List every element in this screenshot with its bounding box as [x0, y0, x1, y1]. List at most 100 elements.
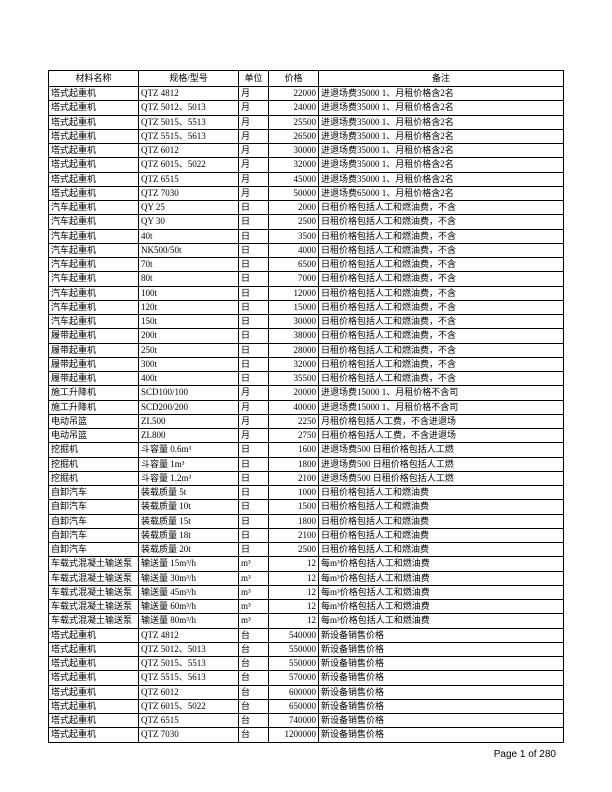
table-cell: 输送量 30m³/h — [139, 571, 239, 585]
table-cell: 30000 — [269, 144, 319, 158]
table-cell: 日租价格包括人工和燃油费，不含 — [319, 229, 564, 243]
table-cell: 550000 — [269, 642, 319, 656]
table-cell: 22000 — [269, 87, 319, 101]
table-cell: 车载式混凝土输送泵 — [49, 571, 139, 585]
table-cell: 日租价格包括人工和燃油费，不含 — [319, 357, 564, 371]
table-cell: 400t — [139, 372, 239, 386]
table-cell: 新设备销售价格 — [319, 699, 564, 713]
table-cell: 日租价格包括人工和燃油费，不含 — [319, 343, 564, 357]
table-cell: SCD200/200 — [139, 400, 239, 414]
table-cell: 日租价格包括人工和燃油费，不含 — [319, 315, 564, 329]
table-cell: 新设备销售价格 — [319, 657, 564, 671]
table-cell: m³ — [239, 600, 269, 614]
table-cell: 台 — [239, 657, 269, 671]
table-cell: 月 — [239, 144, 269, 158]
table-cell: 月 — [239, 101, 269, 115]
table-row: 车载式混凝土输送泵输送量 45m³/hm³12每m³价格包括人工和燃油费 — [49, 585, 564, 599]
table-cell: 12 — [269, 600, 319, 614]
table-cell: 740000 — [269, 714, 319, 728]
table-cell: 履带起重机 — [49, 329, 139, 343]
table-row: 电动吊篮ZL800月2750日租价格包括人工费，不含进退场 — [49, 429, 564, 443]
table-cell: 20000 — [269, 386, 319, 400]
table-cell: 汽车起重机 — [49, 201, 139, 215]
col-header-spec: 规格/型号 — [139, 71, 239, 87]
table-cell: 日租价格包括人工和燃油费 — [319, 543, 564, 557]
table-cell: 进退场费65000 1、月租价格含2名 — [319, 186, 564, 200]
table-cell: 100t — [139, 286, 239, 300]
table-row: 挖掘机斗容量 0.6m³日1600进退场费500 日租价格包括人工燃 — [49, 443, 564, 457]
table-cell: 日租价格包括人工和燃油费，不含 — [319, 272, 564, 286]
table-cell: 装载质量 18t — [139, 528, 239, 542]
table-row: 履带起重机400t日35500日租价格包括人工和燃油费，不含 — [49, 372, 564, 386]
table-cell: 540000 — [269, 628, 319, 642]
table-cell: 12 — [269, 614, 319, 628]
table-cell: 每m³价格包括人工和燃油费 — [319, 557, 564, 571]
table-cell: 12 — [269, 557, 319, 571]
table-cell: 履带起重机 — [49, 357, 139, 371]
table-cell: 进退场费15000 1、月租价格不含司 — [319, 386, 564, 400]
table-cell: 24000 — [269, 101, 319, 115]
table-cell: 施工升降机 — [49, 386, 139, 400]
table-row: 履带起重机300t日32000日租价格包括人工和燃油费，不含 — [49, 357, 564, 371]
table-cell: 2000 — [269, 201, 319, 215]
table-cell: ZL500 — [139, 414, 239, 428]
table-cell: 日 — [239, 514, 269, 528]
table-row: 自卸汽车装载质量 15t日1800日租价格包括人工和燃油费 — [49, 514, 564, 528]
table-cell: 进退场费35000 1、月租价格含2名 — [319, 87, 564, 101]
table-cell: 车载式混凝土输送泵 — [49, 600, 139, 614]
table-cell: 进退场费35000 1、月租价格含2名 — [319, 158, 564, 172]
table-cell: 3500 — [269, 229, 319, 243]
table-cell: 38000 — [269, 329, 319, 343]
table-cell: NK500/50t — [139, 243, 239, 257]
table-cell: 15000 — [269, 300, 319, 314]
table-cell: 150t — [139, 315, 239, 329]
table-cell: 日 — [239, 357, 269, 371]
table-cell: 1000 — [269, 486, 319, 500]
table-cell: 履带起重机 — [49, 372, 139, 386]
table-cell: 600000 — [269, 685, 319, 699]
table-cell: 月 — [239, 172, 269, 186]
table-row: 塔式起重机QTZ 6015、5022月32000进退场费35000 1、月租价格… — [49, 158, 564, 172]
table-row: 车载式混凝土输送泵输送量 15m³/hm³12每m³价格包括人工和燃油费 — [49, 557, 564, 571]
table-cell: 1200000 — [269, 728, 319, 742]
table-cell: 1600 — [269, 443, 319, 457]
table-cell: 塔式起重机 — [49, 685, 139, 699]
table-cell: 月 — [239, 158, 269, 172]
table-cell: 装载质量 5t — [139, 486, 239, 500]
table-cell: QTZ 5015、5513 — [139, 115, 239, 129]
table-row: 塔式起重机QTZ 7030台1200000新设备销售价格 — [49, 728, 564, 742]
page: 材料名称 规格/型号 单位 价格 备注 塔式起重机QTZ 4812月22000进… — [0, 0, 612, 792]
table-cell: 塔式起重机 — [49, 657, 139, 671]
table-cell: 输送量 60m³/h — [139, 600, 239, 614]
table-cell: 每m³价格包括人工和燃油费 — [319, 571, 564, 585]
table-cell: 台 — [239, 685, 269, 699]
table-cell: 塔式起重机 — [49, 186, 139, 200]
table-cell: 塔式起重机 — [49, 699, 139, 713]
table-cell: QTZ 6015、5022 — [139, 699, 239, 713]
table-cell: 输送量 80m³/h — [139, 614, 239, 628]
table-cell: 32000 — [269, 357, 319, 371]
table-row: 自卸汽车装载质量 18t日2100日租价格包括人工和燃油费 — [49, 528, 564, 542]
table-cell: 月 — [239, 429, 269, 443]
table-cell: 车载式混凝土输送泵 — [49, 614, 139, 628]
table-cell: QTZ 4812 — [139, 87, 239, 101]
table-cell: 进退场费500 日租价格包括人工燃 — [319, 443, 564, 457]
table-row: 塔式起重机QTZ 5515、5613月26500进退场费35000 1、月租价格… — [49, 129, 564, 143]
table-cell: 30000 — [269, 315, 319, 329]
table-cell: 日租价格包括人工和燃油费 — [319, 528, 564, 542]
table-cell: 进退场费500 日租价格包括人工燃 — [319, 457, 564, 471]
table-row: 施工升降机SCD100/100月20000进退场费15000 1、月租价格不含司 — [49, 386, 564, 400]
table-cell: 1800 — [269, 514, 319, 528]
table-cell: 日 — [239, 543, 269, 557]
table-cell: 2100 — [269, 471, 319, 485]
table-cell: 日租价格包括人工和燃油费 — [319, 514, 564, 528]
table-cell: 日 — [239, 372, 269, 386]
table-cell: 台 — [239, 728, 269, 742]
table-row: 车载式混凝土输送泵输送量 80m³/hm³12每m³价格包括人工和燃油费 — [49, 614, 564, 628]
table-cell: 车载式混凝土输送泵 — [49, 557, 139, 571]
table-cell: QTZ 6015、5022 — [139, 158, 239, 172]
table-cell: 塔式起重机 — [49, 87, 139, 101]
table-cell: 汽车起重机 — [49, 315, 139, 329]
table-cell: 塔式起重机 — [49, 115, 139, 129]
table-cell: 每m³价格包括人工和燃油费 — [319, 614, 564, 628]
